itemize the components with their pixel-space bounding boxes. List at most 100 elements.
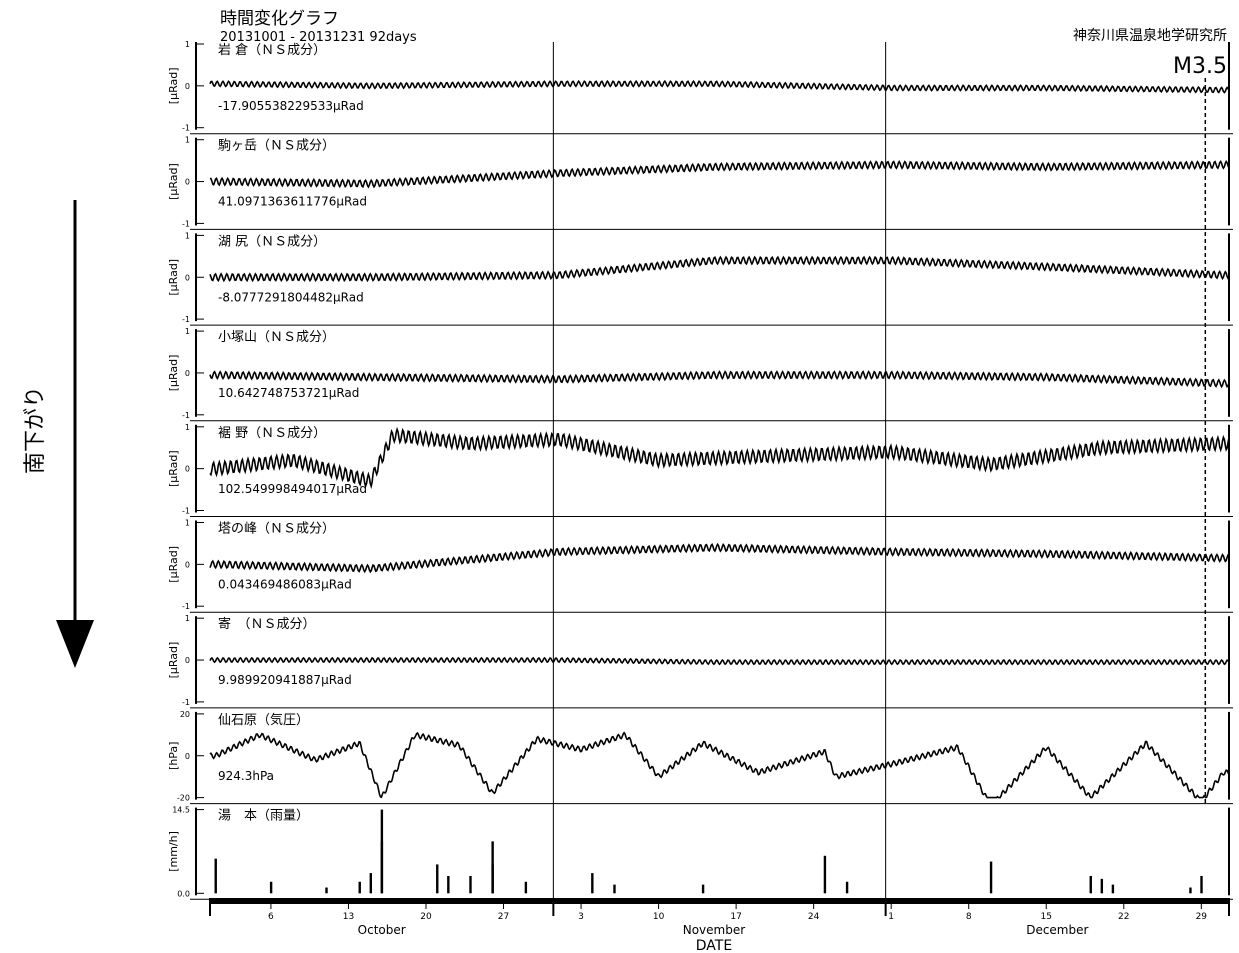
offset-label: 102.549998494017μRad bbox=[218, 482, 367, 496]
y-tick-label: -1 bbox=[182, 602, 190, 611]
rain-bar bbox=[214, 858, 217, 894]
month-label: November bbox=[683, 923, 745, 937]
y-tick-label: 1 bbox=[185, 231, 190, 240]
rain-bar bbox=[1089, 875, 1092, 894]
rain-bar bbox=[613, 884, 616, 894]
y-tick-label: -20 bbox=[177, 794, 190, 803]
panel: 1 0 -1 [μRad] 駒ヶ岳（ＮＳ成分） 41.0971363611776μRad bbox=[167, 136, 1233, 230]
date-tick-label: 24 bbox=[808, 912, 820, 922]
date-tick-label: 22 bbox=[1118, 912, 1129, 922]
y-tick-label: 1 bbox=[185, 327, 190, 336]
offset-label: -17.905538229533μRad bbox=[218, 99, 364, 113]
y-axis-label: [μRad] bbox=[167, 67, 180, 104]
institute-name: 神奈川県温泉地学研究所 bbox=[1073, 27, 1227, 44]
rain-bar bbox=[701, 884, 705, 894]
y-axis-label: [μRad] bbox=[167, 355, 180, 392]
panel-name: 湯 本（雨量） bbox=[218, 809, 309, 824]
chart-title: 時間変化グラフ bbox=[220, 9, 339, 29]
offset-label: 41.0971363611776μRad bbox=[218, 195, 367, 209]
y-axis-label: [μRad] bbox=[167, 546, 180, 583]
offset-label: 924.3hPa bbox=[218, 769, 274, 783]
date-tick-label: 15 bbox=[1041, 912, 1052, 922]
y-tick-label: -1 bbox=[182, 507, 190, 516]
panel-name: 裾 野（ＮＳ成分） bbox=[218, 426, 326, 441]
x-axis-title: DATE bbox=[696, 938, 732, 953]
series-line bbox=[209, 159, 1230, 189]
down-arrow-icon bbox=[56, 620, 94, 668]
series-line bbox=[209, 79, 1230, 94]
y-tick-label: 1 bbox=[185, 40, 190, 49]
y-axis-label: [μRad] bbox=[167, 642, 180, 679]
y-tick-label: -1 bbox=[182, 315, 190, 324]
rain-bar bbox=[1200, 875, 1203, 894]
y-tick-label: -1 bbox=[182, 124, 190, 133]
y-tick-label: 1 bbox=[185, 423, 190, 432]
y-tick-label: 0 bbox=[185, 560, 190, 569]
rain-bar bbox=[1189, 887, 1192, 894]
y-axis-label: [μRad] bbox=[167, 450, 180, 487]
panel-name: 湖 尻（ＮＳ成分） bbox=[218, 234, 326, 249]
y-axis-label: [mm/h] bbox=[167, 831, 180, 872]
y-tick-label: 1 bbox=[185, 519, 190, 528]
rain-bar bbox=[1111, 884, 1115, 894]
panel: 1 0 -1 [μRad] 湖 尻（ＮＳ成分） -8.0777291804482μRad bbox=[167, 231, 1233, 326]
y-axis-label: [hPa] bbox=[167, 742, 180, 770]
panel: 1 0 -1 [μRad] 裾 野（ＮＳ成分） 102.549998494017μRad bbox=[167, 423, 1233, 517]
rain-bar bbox=[469, 875, 472, 894]
offset-label: 9.989920941887μRad bbox=[218, 673, 352, 687]
y-axis-label: [μRad] bbox=[167, 163, 180, 200]
date-tick-label: 27 bbox=[498, 912, 509, 922]
y-tick-label: 0 bbox=[185, 178, 190, 187]
panel-name: 駒ヶ岳（ＮＳ成分） bbox=[218, 139, 335, 154]
panel: 1 0 -1 [μRad] 塔の峰（ＮＳ成分） 0.043469486083μRad bbox=[167, 519, 1233, 613]
date-tick-label: 3 bbox=[578, 912, 584, 922]
series-line bbox=[209, 370, 1230, 389]
rain-bar bbox=[369, 873, 373, 894]
date-tick-label: 17 bbox=[730, 912, 741, 922]
rain-bar bbox=[591, 873, 594, 894]
rain-bar bbox=[491, 864, 494, 894]
date-tick-label: 8 bbox=[966, 912, 972, 922]
rain-bar bbox=[823, 855, 827, 894]
y-tick-label: 0 bbox=[185, 752, 190, 761]
rain-bar bbox=[447, 875, 450, 894]
date-tick-label: 10 bbox=[653, 912, 665, 922]
panel-name: 塔の峰（ＮＳ成分） bbox=[218, 522, 335, 537]
offset-label: -8.0777291804482μRad bbox=[218, 290, 364, 304]
y-tick-label: -1 bbox=[182, 411, 190, 420]
panel: 1 0 -1 [μRad] 寄 （ＮＳ成分） 9.989920941887μRad bbox=[167, 614, 1233, 709]
series-line bbox=[209, 255, 1230, 283]
rain-bar bbox=[380, 809, 384, 894]
y-tick-label: 0 bbox=[185, 82, 190, 91]
rain-bar bbox=[524, 881, 528, 894]
series-line bbox=[209, 542, 1230, 574]
offset-label: 0.043469486083μRad bbox=[218, 578, 352, 592]
rain-bar bbox=[269, 881, 273, 894]
rain-bar bbox=[436, 864, 439, 894]
rain-bar bbox=[1100, 878, 1104, 894]
month-label: December bbox=[1026, 923, 1088, 937]
date-tick-label: 1 bbox=[888, 912, 894, 922]
rain-bar bbox=[989, 861, 993, 894]
panel: 14.5 0.0 [mm/h] 湯 本（雨量） bbox=[167, 806, 1233, 900]
date-tick-label: 13 bbox=[343, 912, 354, 922]
series-line bbox=[209, 656, 1230, 666]
y-tick-label: -1 bbox=[182, 698, 190, 707]
panel: 20 0 -20 [hPa] 仙石原（気圧） 924.3hPa bbox=[167, 710, 1233, 805]
panel-name: 寄 （ＮＳ成分） bbox=[218, 616, 316, 632]
y-tick-label: 0 bbox=[185, 369, 190, 378]
y-tick-label: 0 bbox=[185, 465, 190, 474]
plot-area: 10-1[μRad]岩 倉（ＮＳ成分）-17.905538229533μRad1… bbox=[167, 40, 1233, 900]
y-axis-label: [μRad] bbox=[167, 259, 180, 296]
rain-bar bbox=[358, 881, 361, 894]
date-axis-bar bbox=[210, 898, 1229, 904]
panel-name: 小塚山（ＮＳ成分） bbox=[218, 330, 335, 345]
date-tick-label: 6 bbox=[268, 912, 274, 922]
y-tick-label: 0.0 bbox=[177, 889, 190, 898]
offset-label: 10.642748753721μRad bbox=[218, 386, 359, 400]
month-label: October bbox=[358, 923, 406, 937]
side-annotation: 南下がり bbox=[23, 200, 94, 668]
panel: 1 0 -1 [μRad] 岩 倉（ＮＳ成分） -17.905538229533μRad bbox=[167, 40, 1233, 135]
date-tick-label: 20 bbox=[420, 912, 432, 922]
panel-name: 岩 倉（ＮＳ成分） bbox=[218, 43, 326, 58]
